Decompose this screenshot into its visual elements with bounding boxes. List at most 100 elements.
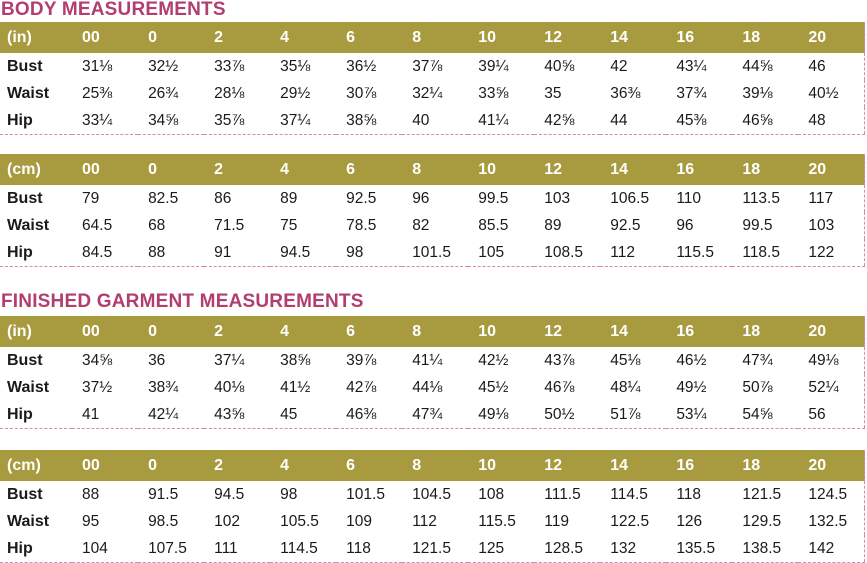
measurement-cell: 53¼ bbox=[666, 401, 733, 429]
size-header-18: 18 bbox=[742, 457, 761, 474]
measurement-cell: 33⅝ bbox=[478, 85, 509, 102]
measurement-cell: 82 bbox=[412, 217, 430, 234]
measurement-cell: 86 bbox=[214, 190, 232, 207]
finished-garment-cm-table: (cm) 00 0 2 4 6 8 10 12 14 16 18 20 Bust 88 91.5 94.5 98 1… bbox=[0, 450, 865, 563]
measurement-cell: 110 bbox=[676, 190, 702, 207]
measurement-cell: 75 bbox=[280, 217, 298, 234]
size-header-16: 16 bbox=[676, 161, 695, 178]
measurement-cell: 103 bbox=[544, 190, 571, 207]
measurement-cell: 91 bbox=[204, 239, 271, 267]
measurement-cell: 28⅛ bbox=[214, 85, 245, 102]
measurement-cell: 35⅞ bbox=[204, 107, 271, 135]
measurement-cell: 36⅜ bbox=[610, 85, 641, 102]
measurement-cell: 30⅞ bbox=[346, 85, 377, 102]
unit-label: (in) bbox=[7, 29, 32, 46]
measurement-cell: 45 bbox=[270, 401, 337, 429]
measurement-cell: 40 bbox=[402, 107, 469, 135]
measurement-cell: 49⅛ bbox=[468, 401, 535, 429]
measurement-cell: 112 bbox=[600, 239, 667, 267]
row-label: Hip bbox=[0, 535, 73, 563]
size-header-14: 14 bbox=[610, 29, 629, 46]
size-header-00: 00 bbox=[82, 323, 100, 340]
measurement-cell: 104 bbox=[72, 535, 139, 563]
measurement-cell: 128.5 bbox=[534, 535, 601, 563]
measurement-cell: 88 bbox=[138, 239, 205, 267]
size-header-16: 16 bbox=[676, 323, 695, 340]
measurement-cell: 52¼ bbox=[808, 379, 839, 396]
size-header-0: 0 bbox=[148, 457, 157, 474]
measurement-cell: 114.5 bbox=[610, 486, 648, 503]
measurement-cell: 33¼ bbox=[72, 107, 139, 135]
size-header-12: 12 bbox=[544, 161, 563, 178]
measurement-cell: 108 bbox=[478, 486, 505, 503]
measurement-cell: 112 bbox=[412, 513, 437, 530]
measurement-cell: 41¼ bbox=[468, 107, 535, 135]
measurement-cell: 98 bbox=[280, 486, 298, 503]
size-header-row: (in) 00 0 2 4 6 8 10 12 14 16 18 20 bbox=[0, 316, 865, 347]
measurement-cell: 39⅛ bbox=[742, 85, 773, 102]
measurement-cell: 43⅞ bbox=[544, 352, 575, 369]
measurement-cell: 41¼ bbox=[412, 352, 443, 369]
measurement-cell: 102 bbox=[214, 513, 240, 530]
size-header-18: 18 bbox=[742, 161, 761, 178]
measurement-cell: 117 bbox=[808, 190, 834, 207]
measurement-cell: 129.5 bbox=[742, 513, 782, 530]
size-header-2: 2 bbox=[214, 323, 223, 340]
measurement-cell: 138.5 bbox=[732, 535, 799, 563]
size-header-0: 0 bbox=[148, 323, 157, 340]
measurement-cell: 40½ bbox=[808, 85, 839, 102]
measurement-cell: 142 bbox=[798, 535, 865, 563]
size-header-12: 12 bbox=[544, 323, 563, 340]
measurement-cell: 124.5 bbox=[808, 486, 848, 503]
row-label: Bust bbox=[7, 58, 43, 75]
size-header-00: 00 bbox=[82, 161, 100, 178]
size-header-row: (cm) 00 0 2 4 6 8 10 12 14 16 18 20 bbox=[0, 450, 865, 481]
size-header-00: 00 bbox=[82, 29, 100, 46]
measurement-cell: 122.5 bbox=[610, 513, 650, 530]
measurement-cell: 113.5 bbox=[742, 190, 780, 207]
measurement-cell: 35 bbox=[544, 85, 562, 102]
measurement-cell: 118 bbox=[336, 535, 403, 563]
row-label: Waist bbox=[7, 85, 50, 102]
table-row-bust: Bust 79 82.5 86 89 92.5 96 99.5 103 106.5 110 113.5… bbox=[0, 185, 865, 212]
unit-label: (cm) bbox=[7, 161, 41, 178]
measurement-cell: 91.5 bbox=[148, 486, 179, 503]
measurement-cell: 46⅝ bbox=[732, 107, 799, 135]
table-row-waist: Waist 37½ 38¾ 40⅛ 41½ 42⅞ 44⅛ 45½ 46⅞ 48¼ 49½ 50⅞ 52… bbox=[0, 374, 865, 401]
measurement-cell: 43¼ bbox=[676, 58, 707, 75]
measurement-cell: 78.5 bbox=[346, 217, 377, 234]
size-header-0: 0 bbox=[148, 29, 157, 46]
size-header-8: 8 bbox=[412, 29, 422, 46]
size-header-20: 20 bbox=[808, 161, 827, 178]
measurement-cell: 109 bbox=[346, 513, 373, 530]
measurement-cell: 38⅝ bbox=[336, 107, 403, 135]
size-header-2: 2 bbox=[214, 29, 223, 46]
measurement-cell: 82.5 bbox=[148, 190, 179, 207]
measurement-cell: 114.5 bbox=[270, 535, 337, 563]
measurement-cell: 121.5 bbox=[402, 535, 469, 563]
size-header-14: 14 bbox=[610, 457, 629, 474]
measurement-cell: 38¾ bbox=[148, 379, 179, 396]
measurement-cell: 115.5 bbox=[666, 239, 733, 267]
measurement-cell: 92.5 bbox=[346, 190, 377, 207]
size-header-4: 4 bbox=[280, 161, 290, 178]
measurement-cell: 25⅜ bbox=[82, 85, 113, 102]
measurement-cell: 46⅞ bbox=[544, 379, 575, 396]
measurement-cell: 45½ bbox=[478, 379, 509, 396]
measurement-cell: 107.5 bbox=[138, 535, 205, 563]
size-header-10: 10 bbox=[478, 29, 497, 46]
measurement-cell: 37⅞ bbox=[412, 58, 443, 75]
measurement-cell: 37¾ bbox=[676, 85, 707, 102]
table-row-hip: Hip 84.5 88 91 94.5 98 101.5 105 108.5 112 115.5 11… bbox=[0, 239, 865, 267]
measurement-cell: 36½ bbox=[346, 58, 377, 75]
measurement-cell: 108.5 bbox=[534, 239, 601, 267]
body-measurements-inches-table: (in) 00 0 2 4 6 8 10 12 14 16 18 20 Bust 31⅛ 32½ 33⅞ 35⅛ 3… bbox=[0, 22, 865, 135]
measurement-cell: 47¾ bbox=[742, 352, 773, 369]
measurement-cell: 48 bbox=[798, 107, 865, 135]
measurement-cell: 46 bbox=[808, 58, 826, 75]
measurement-cell: 56 bbox=[798, 401, 865, 429]
measurement-cell: 119 bbox=[544, 513, 569, 530]
size-header-6: 6 bbox=[346, 323, 356, 340]
measurement-cell: 31⅛ bbox=[82, 58, 113, 75]
size-header-row: (in) 00 0 2 4 6 8 10 12 14 16 18 20 bbox=[0, 22, 865, 53]
